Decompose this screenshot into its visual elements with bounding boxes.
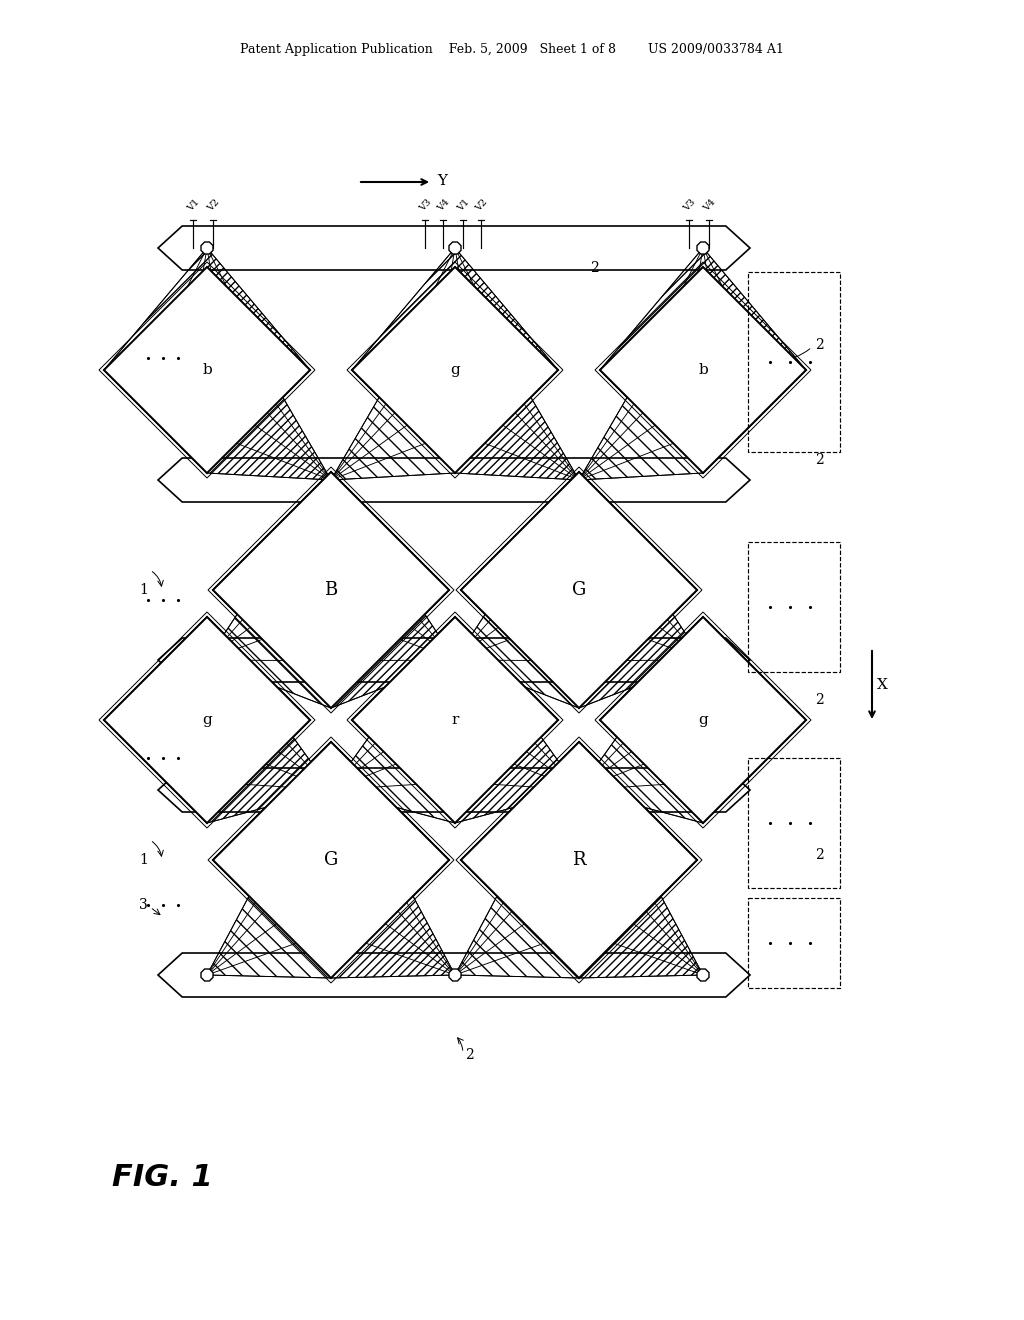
Polygon shape xyxy=(201,242,213,253)
Text: 2: 2 xyxy=(815,693,823,708)
Text: Y: Y xyxy=(437,174,447,187)
Polygon shape xyxy=(207,742,331,978)
Polygon shape xyxy=(201,653,213,667)
Text: b: b xyxy=(698,363,708,378)
Polygon shape xyxy=(352,616,558,822)
Text: G: G xyxy=(324,851,338,869)
Text: r: r xyxy=(452,713,459,727)
Polygon shape xyxy=(461,742,697,861)
Bar xyxy=(748,758,840,888)
Text: g: g xyxy=(202,713,212,727)
Polygon shape xyxy=(600,267,806,473)
Polygon shape xyxy=(201,969,213,981)
Polygon shape xyxy=(461,742,697,978)
Polygon shape xyxy=(461,742,697,978)
Polygon shape xyxy=(207,267,331,480)
Text: V4: V4 xyxy=(702,197,718,213)
Text: V1: V1 xyxy=(186,197,202,213)
Polygon shape xyxy=(352,267,558,473)
Polygon shape xyxy=(104,616,310,822)
Polygon shape xyxy=(600,248,806,370)
Text: V4: V4 xyxy=(436,197,452,213)
Polygon shape xyxy=(213,473,449,590)
Text: V3: V3 xyxy=(682,197,697,213)
Polygon shape xyxy=(104,248,310,370)
Text: 3: 3 xyxy=(139,898,148,912)
Polygon shape xyxy=(207,616,331,822)
Bar xyxy=(748,898,840,987)
Polygon shape xyxy=(579,267,703,480)
Text: Patent Application Publication    Feb. 5, 2009   Sheet 1 of 8        US 2009/003: Patent Application Publication Feb. 5, 2… xyxy=(240,44,784,57)
Bar xyxy=(748,543,840,672)
Text: 2: 2 xyxy=(590,261,599,275)
Polygon shape xyxy=(461,473,697,708)
Polygon shape xyxy=(455,616,579,822)
Text: G: G xyxy=(571,581,586,599)
Polygon shape xyxy=(104,616,310,719)
Polygon shape xyxy=(331,473,455,708)
Polygon shape xyxy=(455,742,579,978)
Polygon shape xyxy=(449,969,461,981)
Text: 1: 1 xyxy=(139,583,148,597)
Polygon shape xyxy=(600,616,806,822)
Polygon shape xyxy=(213,742,449,978)
Text: 2: 2 xyxy=(465,1048,474,1063)
Polygon shape xyxy=(352,616,558,719)
Text: X: X xyxy=(877,678,888,692)
Text: V2: V2 xyxy=(474,197,489,213)
Polygon shape xyxy=(455,473,579,708)
Text: b: b xyxy=(202,363,212,378)
Polygon shape xyxy=(697,653,709,667)
Polygon shape xyxy=(104,616,310,822)
Text: V1: V1 xyxy=(457,197,472,213)
Polygon shape xyxy=(331,742,455,978)
Text: B: B xyxy=(325,581,338,599)
Polygon shape xyxy=(352,248,558,370)
Text: 2: 2 xyxy=(815,338,823,352)
Polygon shape xyxy=(600,616,806,822)
Polygon shape xyxy=(352,267,558,473)
Text: FIG. 1: FIG. 1 xyxy=(112,1163,213,1192)
Text: g: g xyxy=(451,363,460,378)
Text: g: g xyxy=(698,713,708,727)
Text: 3: 3 xyxy=(139,351,148,366)
Polygon shape xyxy=(213,742,449,978)
Polygon shape xyxy=(104,267,310,473)
Polygon shape xyxy=(579,742,703,978)
Polygon shape xyxy=(331,616,455,822)
Polygon shape xyxy=(579,473,703,708)
Polygon shape xyxy=(213,473,449,708)
Text: R: R xyxy=(572,851,586,869)
Text: 2: 2 xyxy=(815,847,823,862)
Polygon shape xyxy=(325,784,337,796)
Bar xyxy=(748,272,840,451)
Polygon shape xyxy=(573,784,585,796)
Polygon shape xyxy=(600,267,806,473)
Polygon shape xyxy=(461,473,697,708)
Polygon shape xyxy=(104,267,310,473)
Text: V3: V3 xyxy=(418,197,434,213)
Polygon shape xyxy=(573,474,585,486)
Text: 1: 1 xyxy=(139,853,148,867)
Polygon shape xyxy=(697,969,709,981)
Polygon shape xyxy=(579,616,703,822)
Polygon shape xyxy=(449,653,461,667)
Polygon shape xyxy=(461,473,697,590)
Polygon shape xyxy=(331,267,455,480)
Polygon shape xyxy=(213,473,449,708)
Polygon shape xyxy=(352,616,558,822)
Text: 2: 2 xyxy=(815,453,823,467)
Text: V2: V2 xyxy=(206,197,222,213)
Polygon shape xyxy=(207,473,331,708)
Polygon shape xyxy=(600,616,806,719)
Polygon shape xyxy=(455,267,579,480)
Polygon shape xyxy=(449,242,461,253)
Polygon shape xyxy=(325,474,337,486)
Polygon shape xyxy=(697,242,709,253)
Polygon shape xyxy=(213,742,449,861)
